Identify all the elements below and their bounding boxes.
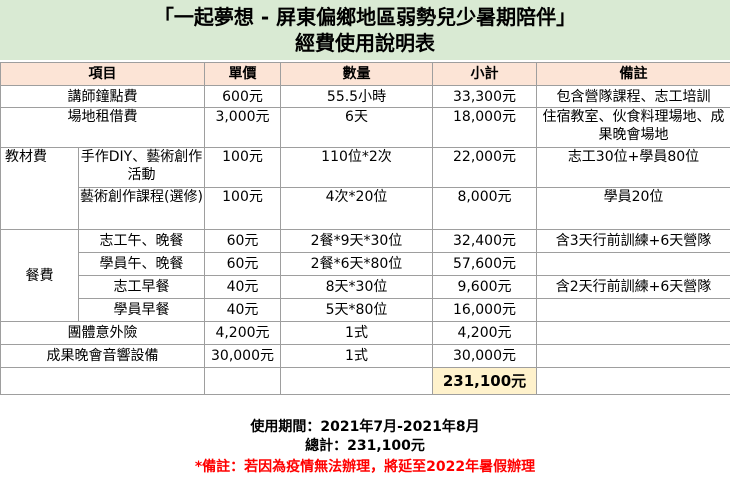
qty-cell: 6天 [280,107,433,148]
page-title: 「一起夢想 - 屏東偏鄉地區弱勢兒少暑期陪伴」 [153,5,577,29]
grand-total-cell: 231,100元 [432,367,537,395]
table-row: 學員午、晚餐 60元 2餐*6天*80位 57,600元 [1,252,730,276]
col-header-note: 備註 [536,62,730,86]
empty-cell [536,367,730,395]
subtotal-cell: 30,000元 [432,344,537,368]
qty-cell: 2餐*6天*80位 [280,252,433,276]
price-cell: 4,200元 [204,321,281,345]
note-cell [536,298,730,322]
item-cell: 成果晚會音響設備 [0,344,205,368]
col-header-qty: 數量 [280,62,433,86]
note-cell: 含3天行前訓練+6天營隊 [536,229,730,253]
subtotal-cell: 33,300元 [432,85,537,108]
table-row: 餐費 志工午、晚餐 60元 2餐*9天*30位 32,400元 含3天行前訓練+… [0,229,730,322]
footnote: *備註：若因為疫情無法辦理，將延至2022年暑假辦理 [194,459,536,475]
table-header-row: 項目 單價 數量 小計 備註 [0,62,730,86]
col-header-subtotal: 小計 [432,62,537,86]
table-row: 藝術創作課程(選修) 100元 4次*20位 8,000元 學員20位 [1,187,730,230]
subtotal-cell: 57,600元 [432,252,537,276]
note-cell [536,344,730,368]
item-cell: 志工午、晚餐 [78,229,205,253]
subtotal-cell: 18,000元 [432,107,537,148]
price-cell: 600元 [204,85,281,108]
table-row: 講師鐘點費 600元 55.5小時 33,300元 包含營隊課程、志工培訓 [0,85,730,108]
price-cell: 40元 [204,275,281,299]
category-cell: 教材費 [0,147,79,230]
price-cell: 3,000元 [204,107,281,148]
item-cell: 場地租借費 [0,107,205,148]
table-row: 場地租借費 3,000元 6天 18,000元 住宿教室、伙食料理場地、成果晚會… [0,107,730,148]
subtotal-cell: 8,000元 [432,187,537,230]
price-cell: 30,000元 [204,344,281,368]
total-row: 231,100元 [0,367,730,395]
note-cell: 包含營隊課程、志工培訓 [536,85,730,108]
col-header-item: 項目 [0,62,205,86]
item-cell: 學員午、晚餐 [78,252,205,276]
subtotal-cell: 22,000元 [432,147,537,188]
price-cell: 60元 [204,252,281,276]
budget-table: 項目 單價 數量 小計 備註 講師鐘點費 600元 55.5小時 33,300元… [0,62,730,395]
item-cell: 學員早餐 [78,298,205,322]
item-cell: 藝術創作課程(選修) [78,187,205,230]
empty-cell [0,367,205,395]
note-cell: 含2天行前訓練+6天營隊 [536,275,730,299]
price-cell: 100元 [204,147,281,188]
table-row: 成果晚會音響設備 30,000元 1式 30,000元 [0,344,730,368]
qty-cell: 4次*20位 [280,187,433,230]
note-cell [536,252,730,276]
grand-total-summary: 總計：231,100元 [305,438,425,454]
item-cell: 講師鐘點費 [0,85,205,108]
subtotal-cell: 32,400元 [432,229,537,253]
col-header-price: 單價 [204,62,281,86]
price-cell: 40元 [204,298,281,322]
table-row: 團體意外險 4,200元 1式 4,200元 [0,321,730,345]
note-cell [536,321,730,345]
qty-cell: 1式 [280,321,433,345]
title-banner: 「一起夢想 - 屏東偏鄉地區弱勢兒少暑期陪伴」 經費使用說明表 [0,0,730,60]
qty-cell: 8天*30位 [280,275,433,299]
price-cell: 60元 [204,229,281,253]
qty-cell: 55.5小時 [280,85,433,108]
item-cell: 手作DIY、藝術創作活動 [78,147,205,188]
item-cell: 志工早餐 [78,275,205,299]
category-cell: 餐費 [0,229,79,322]
note-cell: 志工30位+學員80位 [536,147,730,188]
note-cell: 住宿教室、伙食料理場地、成果晚會場地 [536,107,730,148]
table-row: 志工早餐 40元 8天*30位 9,600元 含2天行前訓練+6天營隊 [1,275,730,299]
subtotal-cell: 4,200元 [432,321,537,345]
item-cell: 團體意外險 [0,321,205,345]
table-row: 教材費 手作DIY、藝術創作活動 100元 110位*2次 22,000元 志工… [0,147,730,230]
subtotal-cell: 9,600元 [432,275,537,299]
note-cell: 學員20位 [536,187,730,230]
page-subtitle: 經費使用說明表 [295,31,435,55]
qty-cell: 1式 [280,344,433,368]
price-cell: 100元 [204,187,281,230]
empty-cell [280,367,433,395]
table-row: 學員早餐 40元 5天*80位 16,000元 [1,298,730,322]
empty-cell [204,367,281,395]
subtotal-cell: 16,000元 [432,298,537,322]
usage-period: 使用期間：2021年7月-2021年8月 [250,419,480,435]
qty-cell: 5天*80位 [280,298,433,322]
qty-cell: 110位*2次 [280,147,433,188]
qty-cell: 2餐*9天*30位 [280,229,433,253]
